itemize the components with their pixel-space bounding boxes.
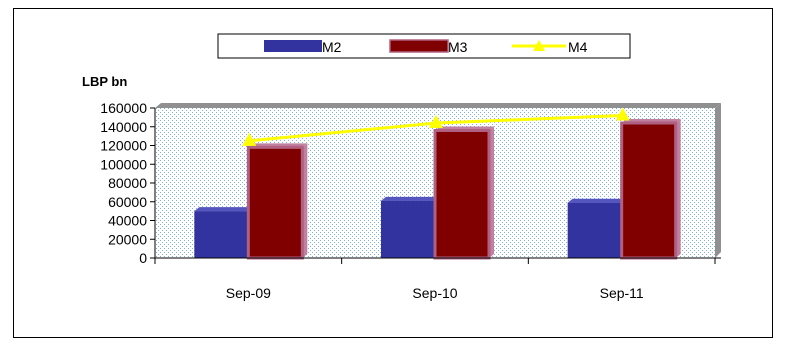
legend-label-m3: M3	[448, 39, 468, 55]
point-marker-m4	[429, 115, 443, 128]
bar-top-m2	[567, 198, 627, 203]
bar-m3	[620, 121, 678, 260]
y-tick-label: 60000	[108, 194, 147, 210]
y-ticks: 0 20000 40000 60000 80000 100000 120000 140000 1…	[100, 100, 155, 266]
legend: M2 M3 M4	[217, 33, 631, 59]
point-marker-m4	[615, 107, 630, 121]
plot-right-wall	[715, 103, 721, 258]
y-tick-label: 40000	[108, 213, 147, 229]
m4-line-layer	[242, 107, 630, 146]
y-axis-label: LBP bn	[82, 74, 127, 89]
bar-m3	[433, 129, 491, 260]
point-marker-m4	[242, 132, 257, 146]
legend-label-m2: M2	[322, 39, 342, 55]
y-tick-label: 100000	[100, 156, 147, 172]
bar-top-m2	[381, 196, 440, 201]
y-tick-label: 140000	[100, 119, 147, 135]
x-tick-label: Sep-10	[412, 285, 457, 301]
y-tick-label: 20000	[108, 231, 147, 247]
legend-marker-m4	[533, 40, 545, 51]
plot-top-wall	[155, 103, 721, 108]
bar-m3	[246, 145, 304, 260]
bar-m2	[381, 200, 435, 258]
legend-swatch-m3	[389, 39, 449, 53]
x-ticks: Sep-09 Sep-10 Sep-11	[154, 258, 716, 301]
bar-m2	[567, 202, 622, 258]
bars	[194, 119, 681, 260]
y-tick-label: 80000	[108, 175, 147, 191]
legend-swatch-m2	[264, 40, 322, 52]
y-tick-label: 120000	[100, 138, 147, 154]
bar-top-m2	[194, 207, 254, 212]
bar-m2	[194, 211, 249, 258]
x-tick-label: Sep-11	[600, 285, 644, 301]
x-tick-label: Sep-09	[226, 285, 271, 301]
legend-label-m4: M4	[568, 39, 588, 55]
y-tick-label: 160000	[100, 100, 147, 116]
y-tick-label: 0	[139, 250, 147, 266]
